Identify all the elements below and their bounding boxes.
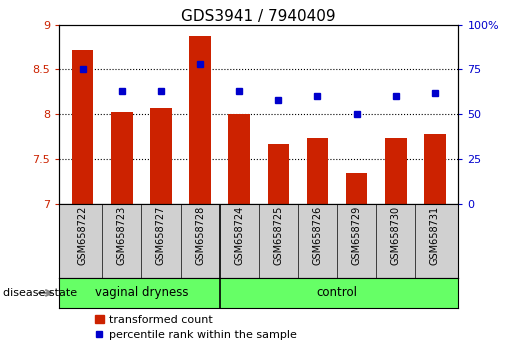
Text: vaginal dryness: vaginal dryness [95, 286, 188, 299]
Text: GSM658729: GSM658729 [352, 206, 362, 265]
Text: GSM658722: GSM658722 [78, 206, 88, 265]
Text: GSM658723: GSM658723 [117, 206, 127, 265]
Text: GSM658730: GSM658730 [391, 206, 401, 265]
Text: GSM658726: GSM658726 [313, 206, 322, 265]
Bar [424, 134, 445, 204]
Text: disease state: disease state [3, 288, 77, 298]
Bar [150, 108, 171, 204]
Text: GSM658731: GSM658731 [430, 206, 440, 265]
Bar [307, 138, 328, 204]
Text: GSM658728: GSM658728 [195, 206, 205, 265]
Bar [72, 50, 93, 204]
Bar [268, 144, 289, 204]
Text: GSM658727: GSM658727 [156, 206, 166, 265]
Text: control: control [317, 286, 357, 299]
Bar [190, 35, 211, 204]
Bar [385, 138, 406, 204]
Text: GSM658724: GSM658724 [234, 206, 244, 265]
Legend: transformed count, percentile rank within the sample: transformed count, percentile rank withi… [91, 310, 302, 345]
Text: GSM658725: GSM658725 [273, 206, 283, 265]
Bar [111, 112, 132, 204]
Title: GDS3941 / 7940409: GDS3941 / 7940409 [181, 8, 336, 24]
Bar [346, 173, 367, 204]
Bar [229, 114, 250, 204]
